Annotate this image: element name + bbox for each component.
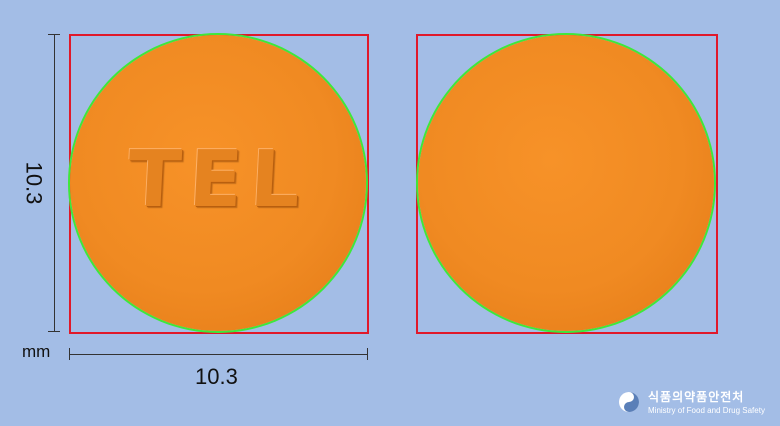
unit-label: mm	[22, 342, 51, 361]
pill-front-imprint: TEL	[125, 135, 311, 225]
height-dimension-label: 10.3	[21, 161, 47, 205]
logo-korean-text: 식품의약품안전처	[648, 390, 745, 404]
mfds-emblem-icon	[619, 391, 639, 412]
pill-front-image: TEL	[70, 35, 366, 331]
pill-back-image	[418, 35, 714, 331]
pill-back-panel	[416, 34, 718, 334]
width-dimension-label: 10.3	[195, 364, 238, 389]
mfds-logo: 식품의약품안전처 Ministry of Food and Drug Safet…	[618, 388, 765, 415]
logo-english-text: Ministry of Food and Drug Safety	[648, 406, 765, 415]
pill-front-panel: TEL	[69, 34, 369, 334]
